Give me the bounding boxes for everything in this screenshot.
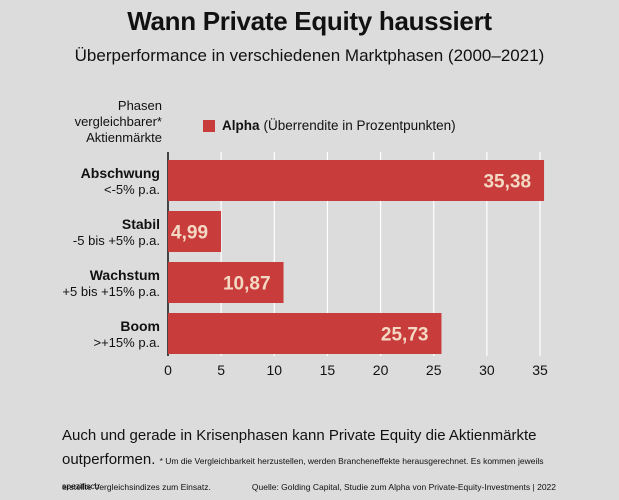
category-range-3: >+15% p.a. [94, 335, 161, 350]
x-tick-label-3: 15 [320, 362, 336, 378]
x-tick-label-4: 20 [373, 362, 389, 378]
category-header-line-3: Aktienmärkte [86, 130, 162, 145]
footnote-main-text: Auch und gerade in Krisenphasen kann Pri… [62, 427, 537, 468]
x-tick-label-2: 10 [266, 362, 282, 378]
category-header-line-2: vergleichbarer* [74, 114, 162, 129]
category-label-3: Boom [120, 318, 160, 334]
source-note: Quelle: Golding Capital, Studie zum Alph… [251, 482, 556, 492]
category-header-line-1: Phasen [117, 98, 162, 113]
category-header: Phasen vergleichbarer* Aktienmärkte [60, 98, 162, 146]
chart-legend: Alpha (Überrendite in Prozentpunkten) [203, 118, 456, 133]
x-tick-label-7: 35 [532, 362, 548, 378]
chart-subtitle: Überperformance in verschiedenen Marktph… [74, 46, 545, 65]
bar-2 [168, 262, 284, 303]
legend-swatch [203, 119, 215, 132]
category-label-1: Stabil [122, 216, 160, 232]
category-range-0: <-5% p.a. [104, 182, 160, 197]
bar-chart: 0 5 10 15 20 25 30 35 35,38 Abschwung<-5% p.a. 4,9… [62, 152, 548, 378]
value-label-2: 10,87 [223, 274, 271, 295]
value-label-1: 4,99 [171, 223, 208, 244]
x-tick-label-1: 5 [217, 362, 225, 378]
value-label-3: 25,73 [381, 325, 429, 346]
category-range-1: -5 bis +5% p.a. [73, 233, 160, 248]
footer-bottom-line: erstellte Vergleichsindizes zum Einsatz.… [62, 482, 556, 492]
footnote-note-continued: erstellte Vergleichsindizes zum Einsatz. [62, 482, 211, 492]
legend-series-name: Alpha [222, 118, 260, 133]
bar-0 [168, 160, 545, 201]
x-tick-label-6: 30 [479, 362, 495, 378]
footnote-note: * Um die Vergleichbarkeit herzustellen, … [62, 456, 544, 491]
x-tick-label-0: 0 [164, 362, 172, 378]
legend-description: (Überrendite in Prozentpunkten) [263, 118, 456, 133]
category-range-2: +5 bis +15% p.a. [62, 284, 160, 299]
bar-1 [168, 211, 222, 252]
x-tick-label-5: 25 [426, 362, 442, 378]
bar-3 [168, 313, 442, 354]
value-label-0: 35,38 [483, 172, 531, 193]
category-label-2: Wachstum [90, 267, 160, 283]
chart-title: Wann Private Equity haussiert [127, 6, 492, 36]
category-label-0: Abschwung [81, 165, 160, 181]
footnote: Auch und gerade in Krisenphasen kann Pri… [62, 424, 582, 498]
